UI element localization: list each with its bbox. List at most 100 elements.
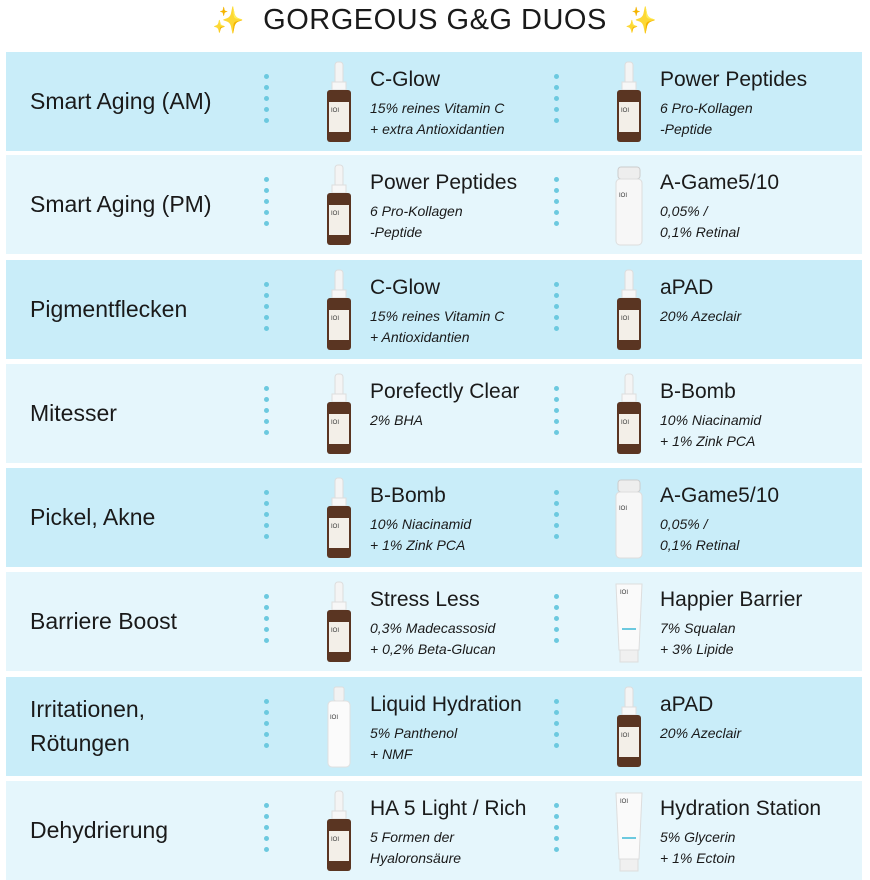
product-name: A-Game5/10 — [660, 171, 780, 194]
concern-label-text: Dehydrierung — [30, 816, 169, 843]
tube-bottle-icon: IOI — [606, 789, 652, 873]
product-description-line: 6 Pro-Kollagen — [660, 100, 753, 116]
product-name: Liquid Hydration — [370, 693, 522, 716]
dropper-bottle-icon: IOI — [316, 60, 362, 144]
product-description-line: 2% BHA — [370, 412, 423, 428]
product-description: 10% Niacinamid + 1% Zink PCA — [370, 514, 471, 556]
product-name: HA 5 Light / Rich — [370, 797, 527, 820]
concern-label: Dehydrierung — [30, 781, 260, 880]
svg-text:IOI: IOI — [331, 628, 339, 634]
concern-label: Barriere Boost — [30, 572, 260, 671]
concern-label: Pigmentflecken — [30, 260, 260, 359]
concern-label-text: Smart Aging (AM) — [30, 87, 212, 114]
svg-text:IOI: IOI — [331, 837, 339, 843]
dotted-divider — [264, 74, 270, 123]
product-name: Porefectly Clear — [370, 380, 520, 403]
dotted-divider — [554, 74, 560, 123]
concern-label: Pickel, Akne — [30, 468, 260, 567]
svg-text:IOI: IOI — [331, 108, 339, 114]
product-description: 15% reines Vitamin C + extra Antioxidanti… — [370, 98, 505, 140]
product-name: aPAD — [660, 276, 714, 299]
product-description-line: 5% Glycerin — [660, 829, 736, 845]
product-description-line: 0,05% / — [660, 203, 708, 219]
concern-label: Irritationen, Rötungen — [30, 677, 260, 776]
product-description-line: 10% Niacinamid — [660, 412, 762, 428]
product-description: 15% reines Vitamin C + Antioxidantien — [370, 306, 504, 348]
product-description: 20% Azeclair — [660, 723, 741, 744]
dotted-divider — [554, 594, 560, 643]
product-description: 10% Niacinamid + 1% Zink PCA — [660, 410, 761, 452]
tube-bottle-icon: IOI — [606, 580, 652, 664]
dotted-divider — [554, 386, 560, 435]
product-description-line: + 0,2% Beta-Glucan — [370, 641, 496, 657]
product-description: 7% Squalan + 3% Lipide — [660, 618, 736, 660]
duo-row: Smart Aging (AM) IOI C-Glow 15% reines V… — [6, 52, 862, 151]
dotted-divider — [264, 699, 270, 748]
product-description: 6 Pro-Kollagen -Peptide — [660, 98, 753, 140]
sparkles-icon: ✨ — [624, 4, 658, 35]
dropper-bottle-icon: IOI — [316, 268, 362, 352]
dropper-bottle-icon: IOI — [606, 372, 652, 456]
product-description-line: 20% Azeclair — [660, 308, 742, 324]
svg-text:IOI: IOI — [330, 715, 338, 721]
dotted-divider — [264, 282, 270, 331]
product-description: 2% BHA — [370, 410, 423, 431]
product-description: 5% Glycerin + 1% Ectoin — [660, 827, 735, 869]
svg-text:IOI: IOI — [621, 733, 629, 739]
dropper-bottle-icon: IOI — [316, 580, 362, 664]
svg-text:IOI: IOI — [331, 420, 339, 426]
dotted-divider — [264, 803, 270, 852]
pump-bottle-icon: IOI — [606, 163, 652, 247]
concern-label-text: Mitesser — [30, 399, 117, 426]
product-description-line: + 1% Zink PCA — [660, 433, 756, 449]
product-description: 5% Panthenol + NMF — [370, 723, 457, 765]
product-description-line: Hyaloronsäure — [370, 850, 462, 866]
dropper-bottle-icon: IOI — [606, 60, 652, 144]
concern-label: Mitesser — [30, 364, 260, 463]
svg-text:IOI: IOI — [331, 316, 339, 322]
product-name: A-Game5/10 — [660, 484, 780, 507]
duo-row: Mitesser IOI Porefectly Clear 2% BHA IOI… — [6, 364, 862, 463]
product-description-line: 20% Azeclair — [660, 725, 742, 741]
svg-text:IOI: IOI — [620, 590, 628, 596]
dotted-divider — [554, 177, 560, 226]
dropper-bottle-icon: IOI — [316, 163, 362, 247]
dotted-divider — [264, 386, 270, 435]
product-name: B-Bomb — [660, 380, 736, 403]
svg-text:IOI: IOI — [619, 506, 627, 512]
dotted-divider — [554, 699, 560, 748]
product-description: 0,05% / 0,1% Retinal — [660, 201, 739, 243]
dropper-bottle-icon: IOI — [316, 476, 362, 560]
product-name: aPAD — [660, 693, 714, 716]
product-description: 20% Azeclair — [660, 306, 741, 327]
product-description-line: 0,1% Retinal — [660, 537, 740, 553]
product-name: C-Glow — [370, 276, 441, 299]
svg-text:IOI: IOI — [331, 524, 339, 530]
concern-label-text: Irritationen, Rötungen — [30, 696, 146, 756]
product-description-line: + NMF — [370, 746, 413, 762]
dotted-divider — [264, 177, 270, 226]
product-description: 0,3% Madecassosid + 0,2% Beta-Glucan — [370, 618, 496, 660]
duo-row: Barriere Boost IOI Stress Less 0,3% Made… — [6, 572, 862, 671]
spray-bottle-icon: IOI — [316, 685, 362, 769]
page-title: GORGEOUS G&G DUOS — [263, 3, 607, 36]
product-name: B-Bomb — [370, 484, 446, 507]
product-description-line: + extra Antioxidantien — [370, 121, 505, 137]
product-name: Power Peptides — [370, 171, 518, 194]
dotted-divider — [554, 490, 560, 539]
concern-label-text: Smart Aging (PM) — [30, 190, 212, 217]
svg-text:IOI: IOI — [620, 799, 628, 805]
product-name: C-Glow — [370, 68, 441, 91]
product-description-line: + Antioxidantien — [370, 329, 470, 345]
product-description-line: 5 Formen der — [370, 829, 455, 845]
product-description-line: -Peptide — [370, 224, 423, 240]
svg-text:IOI: IOI — [331, 211, 339, 217]
product-description-line: 0,1% Retinal — [660, 224, 740, 240]
product-description-line: -Peptide — [660, 121, 713, 137]
dotted-divider — [554, 803, 560, 852]
product-description-line: + 1% Zink PCA — [370, 537, 466, 553]
dotted-divider — [554, 282, 560, 331]
product-description-line: 6 Pro-Kollagen — [370, 203, 463, 219]
concern-label-text: Pickel, Akne — [30, 503, 156, 530]
product-name: Stress Less — [370, 588, 480, 611]
